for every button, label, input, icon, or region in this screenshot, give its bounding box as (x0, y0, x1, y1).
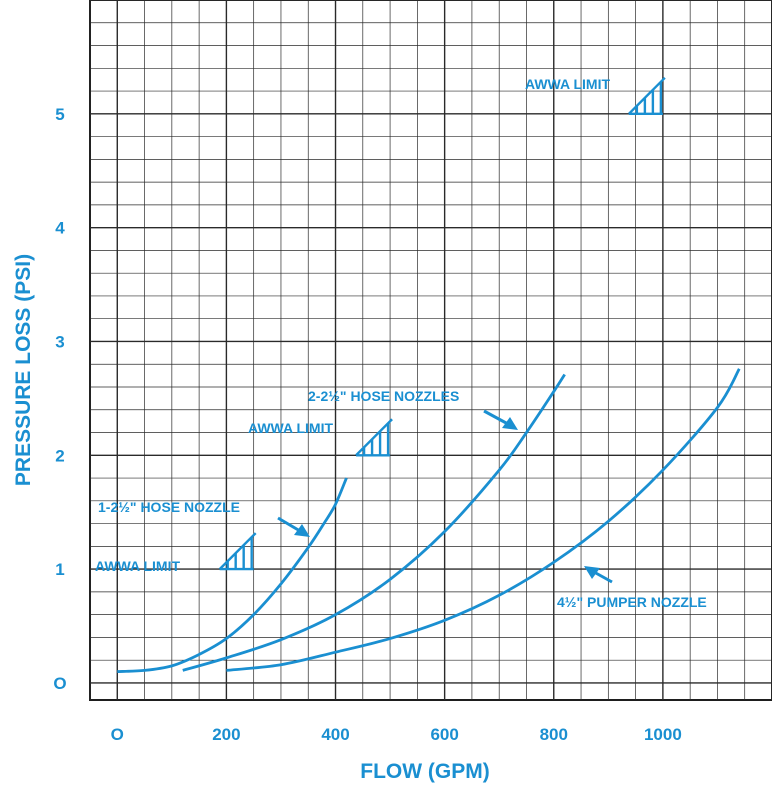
y-tick-label: O (53, 674, 66, 693)
x-tick-label: 200 (212, 725, 240, 744)
awwa-limit-marker-3 (628, 76, 666, 116)
y-tick-label: 2 (55, 446, 64, 465)
awwa-limit-marker-1 (218, 532, 257, 571)
awwa-limit-markers (218, 76, 666, 571)
series-line-3 (226, 368, 741, 672)
awwa-limit-marker-2 (355, 418, 393, 457)
x-axis-title: FLOW (GPM) (360, 760, 489, 783)
limit-slant (355, 418, 393, 457)
x-tick-label: 800 (540, 725, 568, 744)
x-tick-label: 1000 (644, 725, 682, 744)
y-tick-label: 3 (55, 332, 64, 351)
x-tick-label: 400 (321, 725, 349, 744)
y-tick-label: 1 (55, 560, 64, 579)
limit-slant (628, 76, 666, 115)
chart-grid (89, 0, 772, 701)
series-line-1 (117, 477, 348, 673)
y-tick-label: 4 (55, 219, 65, 238)
x-tick-label: O (111, 725, 124, 744)
awwa-limit-label-2: AWWA LIMIT (248, 420, 333, 436)
arrow-2 (483, 409, 518, 430)
axis-ticks: O 200 400 600 800 1000 O 1 2 3 4 5 (53, 105, 681, 744)
awwa-limit-label-3: AWWA LIMIT (525, 76, 610, 92)
arrow-3 (584, 566, 613, 584)
series-label-3: 4½" PUMPER NOZZLE (557, 594, 707, 610)
y-axis-title: PRESSURE LOSS (PSI) (12, 254, 35, 486)
x-tick-label: 600 (430, 725, 458, 744)
limit-slant (218, 532, 257, 570)
series-label-2: 2-2½" HOSE NOZZLES (308, 388, 459, 404)
y-tick-label: 5 (55, 105, 64, 124)
chart-curves (117, 368, 741, 673)
arrow-1 (277, 516, 310, 537)
series-line-2 (182, 373, 566, 672)
series-label-1: 1-2½" HOSE NOZZLE (98, 499, 240, 515)
awwa-limit-label-1: AWWA LIMIT (95, 558, 180, 574)
